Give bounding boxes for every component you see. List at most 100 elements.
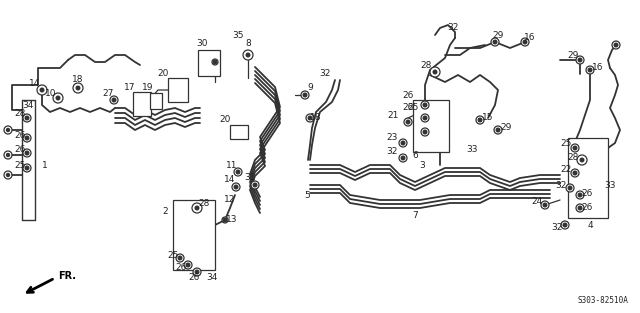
Circle shape (213, 60, 217, 64)
Text: 1: 1 (42, 161, 48, 170)
Circle shape (476, 116, 484, 124)
Circle shape (571, 144, 579, 152)
Circle shape (4, 126, 12, 134)
Circle shape (578, 58, 582, 62)
Circle shape (53, 93, 63, 103)
Text: 11: 11 (227, 161, 237, 170)
Circle shape (178, 256, 182, 260)
Circle shape (112, 98, 116, 102)
Circle shape (301, 91, 309, 99)
Text: 34: 34 (206, 274, 218, 283)
Text: 23: 23 (387, 132, 397, 141)
Bar (413, 100, 449, 152)
Text: 19: 19 (142, 83, 154, 91)
Text: 26: 26 (581, 203, 593, 213)
Text: 20: 20 (157, 69, 169, 78)
Text: 27: 27 (102, 89, 114, 98)
Circle shape (234, 168, 242, 176)
Text: 26: 26 (581, 188, 593, 198)
Text: 18: 18 (310, 114, 322, 122)
Text: 16: 16 (524, 33, 536, 43)
Circle shape (496, 128, 500, 132)
Circle shape (193, 268, 201, 276)
Circle shape (491, 38, 499, 46)
Circle shape (576, 204, 584, 212)
Circle shape (423, 103, 427, 107)
Circle shape (576, 56, 584, 64)
Circle shape (110, 96, 118, 104)
Text: 14: 14 (224, 176, 236, 184)
Circle shape (195, 270, 199, 274)
Text: 14: 14 (29, 79, 41, 88)
Text: 26: 26 (188, 274, 200, 283)
Bar (168, 78, 188, 102)
Circle shape (195, 206, 199, 210)
Text: 7: 7 (412, 211, 418, 219)
Circle shape (433, 70, 437, 74)
Text: 21: 21 (387, 110, 399, 120)
Circle shape (306, 114, 314, 122)
Text: 6: 6 (412, 151, 418, 160)
Text: 31: 31 (244, 173, 256, 182)
Circle shape (578, 206, 582, 210)
Bar (173, 200, 215, 270)
Text: 18: 18 (72, 75, 84, 85)
Text: 8: 8 (245, 39, 251, 49)
Text: 5: 5 (304, 191, 310, 199)
Text: 28: 28 (198, 198, 210, 208)
Circle shape (25, 166, 29, 170)
Circle shape (423, 116, 427, 120)
Text: 33: 33 (604, 181, 616, 189)
Circle shape (612, 41, 620, 49)
Text: 20: 20 (220, 115, 230, 125)
Circle shape (573, 146, 577, 150)
Circle shape (541, 201, 549, 209)
Circle shape (23, 149, 31, 157)
Text: 9: 9 (307, 84, 313, 93)
Circle shape (4, 151, 12, 159)
Circle shape (580, 158, 584, 162)
Text: 28: 28 (14, 109, 26, 117)
Circle shape (421, 128, 429, 136)
Text: 33: 33 (467, 146, 477, 155)
Circle shape (421, 101, 429, 109)
Circle shape (186, 263, 190, 267)
Circle shape (614, 43, 618, 47)
Text: 29: 29 (500, 124, 512, 132)
Circle shape (23, 134, 31, 142)
Circle shape (430, 67, 440, 77)
Circle shape (4, 171, 12, 179)
Circle shape (577, 155, 587, 165)
Circle shape (524, 40, 527, 44)
Text: 25: 25 (167, 252, 179, 260)
Circle shape (543, 203, 547, 207)
Text: FR.: FR. (58, 271, 76, 281)
Text: 32: 32 (556, 182, 566, 191)
Text: 26: 26 (14, 131, 26, 140)
Circle shape (406, 120, 410, 124)
Circle shape (56, 96, 60, 100)
Circle shape (478, 118, 482, 122)
Text: 32: 32 (551, 223, 563, 233)
Text: 32: 32 (387, 147, 397, 156)
Circle shape (25, 136, 29, 140)
Text: 25: 25 (407, 104, 419, 112)
Circle shape (568, 186, 572, 190)
Circle shape (236, 170, 240, 174)
Circle shape (303, 93, 307, 97)
Text: 29: 29 (492, 30, 504, 39)
Text: 12: 12 (224, 196, 236, 204)
Circle shape (232, 183, 240, 191)
Circle shape (561, 221, 569, 229)
Circle shape (401, 156, 405, 160)
Text: S303-82510A: S303-82510A (577, 296, 628, 305)
Circle shape (246, 53, 250, 57)
Circle shape (243, 50, 253, 60)
Text: 13: 13 (227, 215, 237, 224)
Circle shape (494, 126, 502, 134)
Circle shape (573, 171, 577, 175)
Circle shape (222, 217, 228, 223)
Circle shape (308, 116, 312, 120)
Circle shape (6, 173, 10, 177)
Text: 30: 30 (196, 38, 208, 48)
